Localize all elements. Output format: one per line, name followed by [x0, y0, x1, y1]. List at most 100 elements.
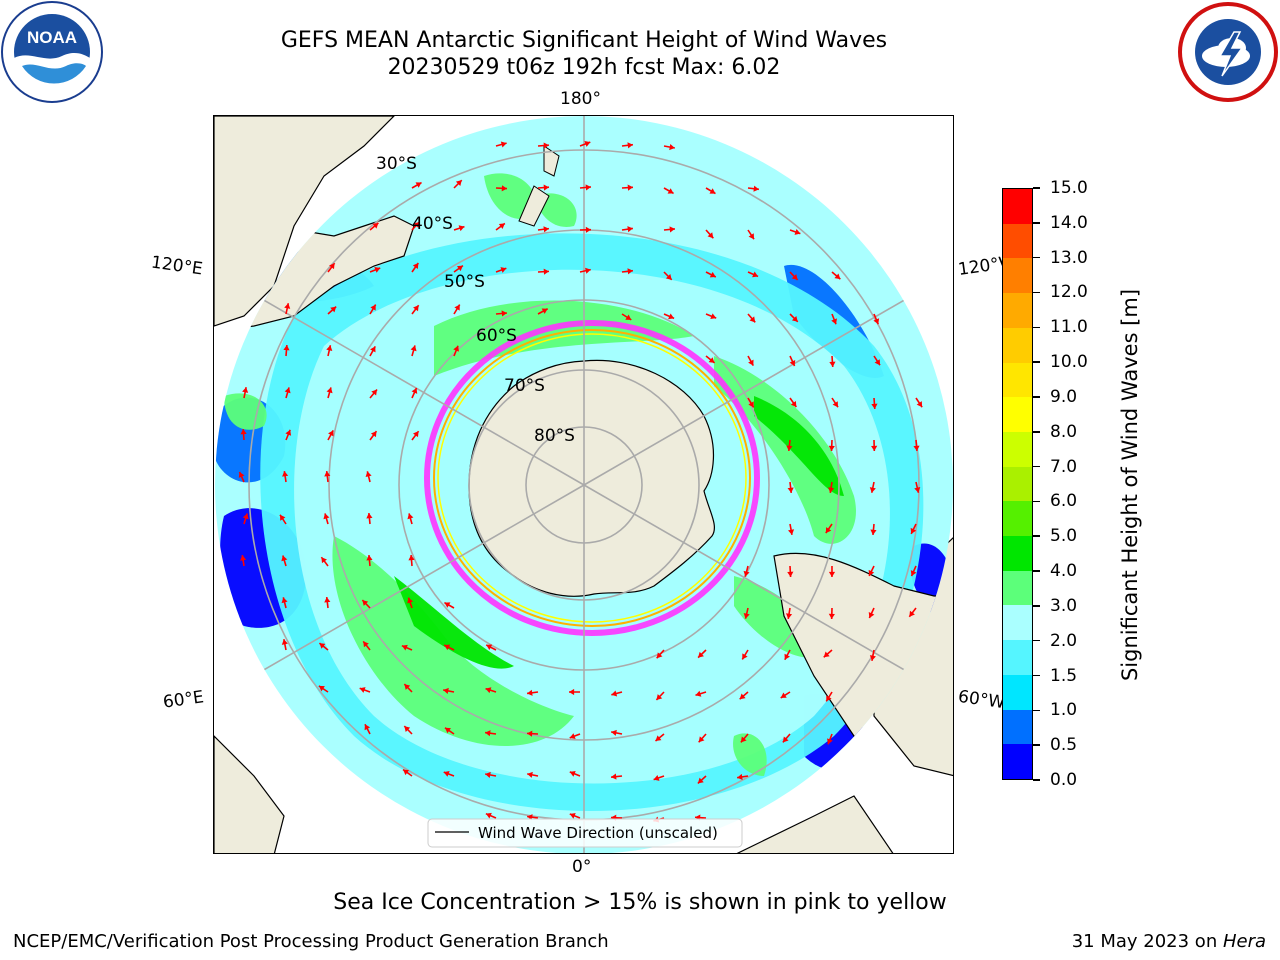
wind-arrowhead [444, 602, 451, 608]
wind-arrowhead [366, 555, 373, 561]
wind-arrowhead [784, 653, 790, 660]
wind-arrowhead [708, 357, 715, 363]
wind-arrowhead [791, 315, 798, 322]
wind-arrowhead [786, 445, 793, 451]
lon-label-60e: 60°E [161, 687, 206, 713]
colorbar-segment [1003, 501, 1032, 537]
wind-arrowhead [498, 223, 505, 229]
footer-date-text: 31 May 2023 on [1071, 931, 1223, 952]
wind-arrowhead [485, 771, 491, 778]
colorbar-tick-label: 15.0 [1033, 178, 1088, 198]
wind-arrowhead [788, 529, 795, 535]
wind-arrowhead [283, 345, 290, 351]
wind-arrowhead [543, 142, 549, 149]
wind-arrowhead [319, 643, 326, 649]
wind-arrowhead [485, 730, 491, 737]
wind-arrowhead [789, 360, 796, 367]
wind-arrowhead [318, 685, 325, 692]
wind-arrowhead [873, 318, 880, 325]
colorbar-segment [1003, 258, 1032, 294]
wind-arrowhead [443, 687, 449, 694]
map-panel: 30°S 40°S 50°S 60°S 70°S 80°S Wind Wave Direc… [213, 115, 954, 854]
wind-arrowhead [627, 142, 633, 149]
wind-arrowhead [527, 771, 533, 778]
wind-arrowhead [832, 401, 838, 408]
lon-label-0: 0° [572, 857, 592, 877]
chart-subtitle: 20230529 t06z 192h fcst Max: 6.02 [387, 55, 781, 80]
colorbar-tick-label: 8.0 [1033, 422, 1077, 442]
wind-arrowhead [330, 306, 337, 313]
wind-arrowhead [834, 273, 841, 280]
wind-arrowhead [370, 431, 377, 438]
wind-arrowhead [913, 445, 920, 451]
wind-arrowhead [697, 777, 704, 784]
wind-arrowhead [698, 736, 705, 743]
wind-arrowhead [667, 188, 674, 194]
lat-label: 60°S [476, 326, 517, 346]
lon-label-60w: 60°W [956, 686, 1007, 714]
wind-arrowhead [828, 487, 835, 493]
wind-arrowhead [585, 184, 591, 191]
wind-arrowhead [281, 555, 288, 562]
wind-arrowhead [584, 141, 591, 147]
wind-arrowhead [455, 180, 462, 187]
wind-arrowhead [827, 738, 833, 745]
wind-arrowhead [363, 641, 369, 648]
wind-arrowhead [329, 263, 335, 270]
wind-arrowhead [240, 555, 247, 561]
colorbar-segment [1003, 293, 1032, 328]
wind-arrowhead [365, 471, 372, 478]
wind-arrowhead [372, 222, 379, 229]
wind-arrowhead [458, 225, 465, 232]
wind-arrowhead [543, 184, 549, 191]
wind-arrowhead [500, 141, 507, 148]
wind-arrowhead [871, 403, 878, 409]
national-weather-service-logo [1176, 0, 1280, 108]
wind-arrowhead [321, 557, 327, 564]
wind-arrowhead [831, 318, 838, 325]
legend-box: Wind Wave Direction (unscaled) [427, 818, 743, 848]
wind-arrowhead [709, 188, 716, 194]
colorbar-segment [1003, 466, 1032, 502]
wind-arrowhead [486, 644, 493, 651]
wind-arrowhead [238, 471, 245, 478]
wind-arrowhead [527, 730, 533, 737]
wind-arrowhead [828, 445, 835, 451]
wind-arrowhead [407, 597, 414, 604]
colorbar-label: Significant Height of Wind Waves [m] [1118, 288, 1142, 682]
colorbar-tick-label: 13.0 [1033, 248, 1088, 268]
wind-arrowhead [403, 769, 410, 776]
wind-arrowhead [656, 694, 663, 700]
lat-label: 50°S [444, 272, 485, 292]
wind-arrowhead [240, 429, 247, 435]
wind-arrowhead [284, 387, 291, 394]
wind-arrowhead [707, 232, 714, 239]
wind-arrowhead [916, 401, 923, 408]
wind-arrowhead [569, 733, 576, 739]
wind-arrowhead [869, 487, 876, 493]
wind-arrowhead [753, 185, 759, 192]
wind-arrowhead [569, 688, 575, 696]
latitude-labels: 30°S 40°S 50°S 60°S 70°S 80°S [376, 154, 575, 446]
wind-arrowhead [698, 651, 704, 658]
wind-arrowhead [790, 401, 797, 408]
wind-arrowhead [404, 726, 411, 732]
wind-arrowhead [370, 304, 376, 311]
wind-arrowhead [281, 639, 288, 645]
wind-arrowhead [653, 775, 660, 781]
wind-arrowhead [627, 226, 633, 233]
wind-arrowhead [444, 727, 451, 734]
wind-arrowhead [485, 687, 492, 694]
wind-arrowhead [404, 684, 411, 690]
colorbar-tick-label: 0.0 [1033, 770, 1077, 790]
wind-arrowhead [328, 430, 334, 437]
wind-arrowhead [364, 724, 371, 731]
wind-arrowhead [611, 729, 617, 736]
wind-arrowhead [408, 555, 415, 561]
wind-arrowhead [870, 529, 877, 535]
colorbar-tick-label: 6.0 [1033, 491, 1077, 511]
wind-arrowhead [362, 600, 369, 606]
wind-arrowhead [868, 612, 875, 618]
wind-arrowhead [324, 597, 331, 603]
wind-arrowhead [828, 571, 836, 577]
